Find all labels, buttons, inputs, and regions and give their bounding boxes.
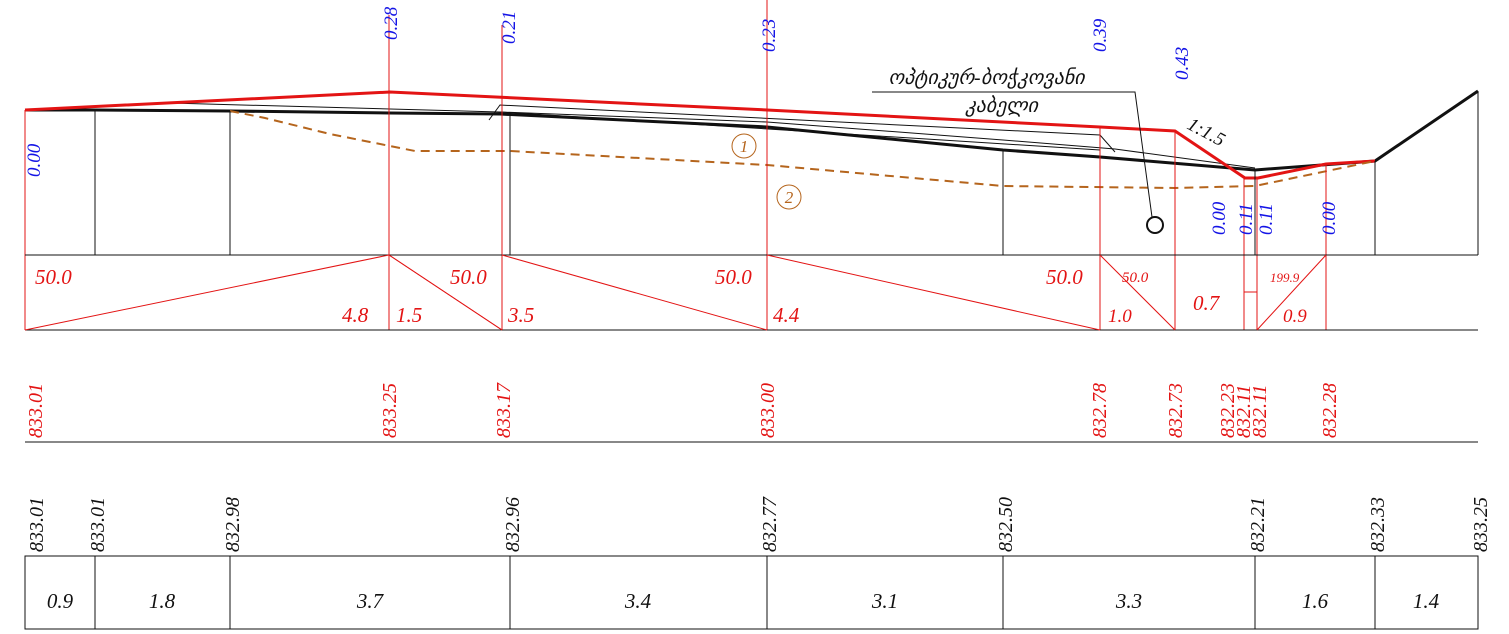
slope-ratio-label: 1:1.5 — [1184, 114, 1229, 151]
cable-icon — [1146, 216, 1164, 234]
slope-percent-label: 0.9 — [1283, 306, 1307, 327]
distance-cell: 1.4 — [1413, 589, 1440, 613]
design-verticals — [24, 0, 1327, 330]
slope-length-label: 50.0 — [450, 265, 487, 289]
ditch-depth-markers: 0.00 0.11 0.11 0.00 — [1209, 201, 1340, 235]
slope-percent-label: 4.4 — [773, 303, 800, 327]
slope-length-label: 50.0 — [1046, 265, 1083, 289]
distance-cell: 0.9 — [47, 589, 74, 613]
depth-marker: 0.11 — [1236, 203, 1257, 235]
design-elevation-row: 833.01 833.25 833.17 833.00 832.78 832.7… — [25, 382, 1478, 443]
design-elevation-label: 832.28 — [1319, 383, 1341, 438]
depth-marker: 0.23 — [759, 19, 780, 52]
depth-marker: 0.00 — [1319, 201, 1340, 235]
distance-cell: 3.3 — [1115, 589, 1142, 613]
depth-marker: 0.00 — [1209, 201, 1230, 235]
ground-elevation-label: 832.50 — [995, 497, 1017, 552]
slope-percent-label: 0.7 — [1193, 291, 1221, 315]
slope-row: 50.0 50.0 50.0 50.0 50.0 199.9 4.8 1.5 3… — [24, 254, 1478, 331]
depth-marker: 0.28 — [381, 6, 402, 40]
design-elevation-label: 832.78 — [1089, 383, 1111, 438]
utility-marker-2-circle — [776, 184, 802, 210]
ground-offset-line — [169, 102, 1256, 169]
design-elevation-label: 833.17 — [493, 382, 515, 438]
slope-length-label: 50.0 — [35, 265, 72, 289]
slope-percent-label: 1.5 — [396, 303, 422, 327]
distance-cell: 3.4 — [624, 589, 652, 613]
depth-marker: 0.43 — [1172, 47, 1193, 80]
bracket-line — [488, 104, 1116, 153]
design-elevation-label: 832.11 — [1249, 384, 1271, 438]
ground-verticals — [94, 91, 1479, 255]
slope-percent-label: 1.0 — [1108, 306, 1132, 327]
distance-cell: 3.1 — [871, 589, 898, 613]
utility-marker-2-label: 2 — [785, 188, 794, 207]
utility-line — [229, 110, 1376, 190]
slope-diagonal — [1256, 254, 1327, 331]
slope-length-label: 199.9 — [1270, 270, 1300, 285]
slope-diagonal — [501, 254, 768, 331]
distance-cell: 1.8 — [149, 589, 176, 613]
slope-diagonal — [24, 254, 503, 331]
ground-elevation-label: 833.25 — [1470, 497, 1492, 552]
slope-length-label: 50.0 — [715, 265, 752, 289]
slope-percent-label: 4.8 — [342, 303, 369, 327]
design-elevation-label: 832.11 — [1233, 384, 1255, 438]
utility-marker-1-circle — [731, 133, 757, 159]
slope-diagonal — [388, 254, 503, 331]
distance-cell: 1.6 — [1302, 589, 1329, 613]
profile-lines — [24, 89, 1479, 190]
utility-markers: 1 2 — [731, 133, 802, 210]
slope-length-label: 50.0 — [1122, 270, 1149, 286]
design-elevation-label: 832.73 — [1165, 383, 1187, 438]
depth-marker: 0.00 — [24, 143, 45, 177]
distance-cell: 3.7 — [356, 589, 385, 613]
slope-diagonal — [766, 254, 1101, 331]
ground-elevation-label: 832.33 — [1367, 497, 1389, 552]
ground-elevation-label: 832.96 — [502, 497, 524, 552]
ground-elevation-label: 833.01 — [87, 497, 109, 552]
bracket-line-2 — [499, 111, 1101, 151]
utility-marker-1-label: 1 — [740, 137, 749, 156]
cable-label-line-2: კაბელი — [964, 95, 1040, 117]
distance-table-frame — [24, 555, 1479, 630]
depth-marker: 0.39 — [1090, 18, 1111, 52]
distance-table: 0.9 1.8 3.7 3.4 3.1 3.3 1.6 1.4 — [24, 555, 1479, 630]
ground-elevation-label: 833.01 — [26, 497, 48, 552]
existing-ground-line — [25, 89, 1479, 172]
design-elevation-label: 832.23 — [1217, 383, 1239, 438]
top-depth-markers: 0.28 0.21 0.23 0.39 0.43 0.00 — [24, 6, 1193, 177]
ground-elevation-label: 832.21 — [1247, 497, 1269, 552]
ground-elevation-label: 832.98 — [222, 497, 244, 552]
ground-elevation-row: 833.01 833.01 832.98 832.96 832.77 832.5… — [26, 496, 1492, 552]
cable-leader-line — [872, 91, 1153, 218]
ground-elevation-label: 832.77 — [759, 496, 781, 552]
cable-callout: ოპტიკურ-ბოჭკოვანი კაბელი — [872, 67, 1164, 234]
design-elevation-label: 833.00 — [757, 383, 779, 438]
cable-label-line-1: ოპტიკურ-ბოჭკოვანი — [888, 67, 1087, 89]
design-elevation-label: 833.25 — [379, 383, 401, 438]
design-elevation-label: 833.01 — [25, 383, 47, 438]
slope-percent-label: 3.5 — [507, 303, 534, 327]
depth-marker: 0.11 — [1256, 203, 1277, 235]
depth-marker: 0.21 — [499, 11, 520, 44]
slope-diagonal — [1099, 254, 1176, 331]
